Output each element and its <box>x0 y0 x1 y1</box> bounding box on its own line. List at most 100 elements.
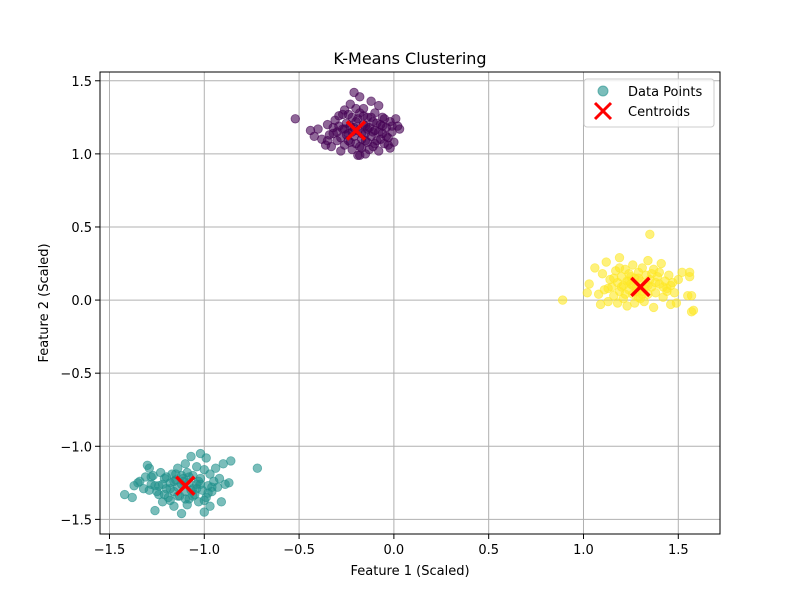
data-point <box>374 100 384 111</box>
data-point <box>364 144 374 155</box>
data-point <box>381 131 392 142</box>
data-point <box>377 121 388 131</box>
data-point <box>358 111 369 121</box>
data-point <box>165 483 175 494</box>
data-point <box>557 295 568 305</box>
data-point <box>214 473 225 484</box>
y-axis-ticks: −1.5 −1.0 −0.5 0.0 0.5 1.0 1.5 <box>60 75 100 528</box>
data-point <box>343 109 354 120</box>
legend-marker-data-points <box>597 85 609 97</box>
data-point <box>664 270 674 280</box>
data-point <box>366 96 376 106</box>
data-point <box>226 456 236 466</box>
data-point <box>637 263 647 273</box>
data-point <box>374 146 384 156</box>
data-point <box>620 289 630 299</box>
data-points <box>119 87 699 519</box>
data-point <box>616 282 627 292</box>
y-tick-label: 0.5 <box>71 221 92 236</box>
data-point <box>355 92 365 102</box>
data-point <box>193 476 204 487</box>
x-tick-label: 0.0 <box>384 543 405 558</box>
data-point <box>370 138 380 149</box>
data-point <box>366 112 376 123</box>
data-point <box>614 263 625 273</box>
data-point <box>182 500 192 510</box>
data-point <box>355 150 365 161</box>
data-point <box>671 298 682 308</box>
data-point <box>362 124 373 134</box>
data-point <box>597 269 608 279</box>
data-point <box>614 252 625 263</box>
data-point <box>144 485 155 495</box>
data-point <box>647 269 657 279</box>
data-point <box>603 296 613 307</box>
centroid-marker <box>630 276 651 298</box>
centroid-marker <box>345 120 367 141</box>
data-point <box>609 273 619 283</box>
data-point <box>601 257 611 267</box>
centroid-marker <box>175 475 196 496</box>
data-point <box>383 140 393 150</box>
data-point <box>157 479 168 489</box>
data-point <box>161 472 172 482</box>
data-point <box>648 302 659 313</box>
data-point <box>590 263 600 273</box>
y-axis-label: Feature 2 (Scaled) <box>37 243 52 362</box>
data-point <box>133 478 143 488</box>
data-point <box>165 495 175 506</box>
x-tick-label: 1.5 <box>668 543 689 558</box>
x-tick-label: −0.5 <box>283 543 315 558</box>
data-point <box>199 507 209 517</box>
x-axis-label: Feature 1 (Scaled) <box>350 564 469 579</box>
data-point <box>654 267 665 278</box>
x-tick-label: 0.5 <box>478 543 499 558</box>
data-point <box>216 497 227 507</box>
x-tick-label: 1.0 <box>573 543 594 558</box>
legend-box <box>583 78 715 128</box>
legend-label-data-points: Data Points <box>628 85 702 100</box>
data-point <box>351 103 361 114</box>
data-point <box>643 255 653 266</box>
data-point <box>313 124 323 134</box>
data-point <box>201 453 211 463</box>
data-point <box>686 290 697 301</box>
y-tick-label: 1.5 <box>71 75 92 90</box>
data-point <box>387 121 397 131</box>
centroid-markers <box>175 120 651 496</box>
data-point <box>180 459 191 469</box>
data-point <box>252 463 263 473</box>
x-tick-label: −1.0 <box>188 543 220 558</box>
y-tick-label: −1.0 <box>60 440 92 455</box>
data-point <box>688 305 699 316</box>
data-point <box>328 128 338 139</box>
data-point <box>199 495 209 506</box>
data-point <box>656 258 666 269</box>
data-point <box>224 478 234 488</box>
y-tick-label: 0.0 <box>71 294 92 309</box>
data-point <box>176 508 187 519</box>
data-point <box>207 482 217 492</box>
data-point <box>650 288 661 298</box>
legend: Data Points Centroids <box>583 78 715 128</box>
data-point <box>322 136 333 146</box>
data-point <box>633 273 644 283</box>
data-point <box>186 451 196 462</box>
legend-marker-centroids <box>593 101 613 121</box>
data-point <box>205 469 215 479</box>
y-tick-label: 1.0 <box>71 148 92 163</box>
chart-title: K-Means Clustering <box>333 49 486 68</box>
y-tick-label: −1.5 <box>60 513 92 528</box>
data-point <box>582 288 592 298</box>
legend-label-centroids: Centroids <box>628 105 690 120</box>
data-point <box>628 260 638 270</box>
data-point <box>584 279 594 289</box>
data-point <box>210 463 221 473</box>
x-tick-label: −1.5 <box>94 543 126 558</box>
data-point <box>144 463 155 473</box>
data-point <box>146 472 156 482</box>
data-point <box>205 501 215 511</box>
data-point <box>159 489 170 500</box>
data-point <box>290 114 300 124</box>
